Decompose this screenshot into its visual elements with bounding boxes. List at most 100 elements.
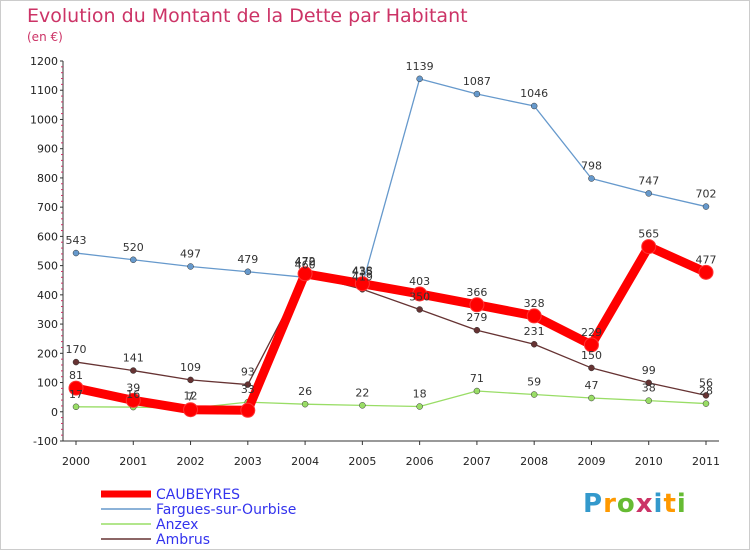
- data-label: 39: [126, 381, 140, 394]
- data-label: 435: [352, 266, 373, 279]
- data-point: [244, 381, 252, 388]
- data-point: [187, 263, 194, 270]
- data-point: [125, 392, 141, 408]
- logo-letter: P: [583, 489, 604, 519]
- data-label: 279: [466, 311, 487, 324]
- data-label: 150: [581, 349, 602, 362]
- data-point: [530, 102, 538, 110]
- data-point: [412, 286, 428, 302]
- data-label: 470: [295, 255, 316, 268]
- data-label: 702: [696, 188, 717, 201]
- data-point: [416, 403, 423, 410]
- x-tick-label: 2002: [177, 455, 205, 468]
- data-label: 497: [180, 247, 201, 260]
- data-point: [473, 387, 481, 395]
- data-point: [183, 402, 199, 418]
- data-point: [588, 394, 595, 402]
- series-line-caubeyres: [71, 242, 711, 415]
- data-label: 59: [527, 376, 541, 389]
- data-point: [72, 249, 80, 257]
- chart-title: Evolution du Montant de la Dette par Hab…: [27, 5, 468, 27]
- y-tick-label: 300: [37, 318, 58, 331]
- data-label: 479: [237, 253, 258, 266]
- data-label: 520: [123, 241, 144, 254]
- data-label: 56: [699, 376, 713, 389]
- y-tick-label: 800: [37, 172, 58, 185]
- data-point: [130, 367, 137, 374]
- data-label: 1139: [406, 60, 434, 73]
- data-label: 47: [584, 379, 598, 392]
- data-label: 170: [66, 343, 87, 356]
- data-label: 81: [69, 369, 83, 382]
- data-point: [72, 358, 80, 366]
- data-label: 798: [581, 160, 602, 173]
- data-label: 99: [642, 364, 656, 377]
- data-label: 26: [298, 385, 312, 398]
- data-label: 22: [355, 386, 369, 399]
- data-point: [645, 397, 652, 404]
- data-point: [473, 90, 481, 98]
- data-label: 16: [126, 388, 140, 401]
- data-label: 231: [524, 325, 545, 338]
- x-tick-label: 2000: [62, 455, 90, 468]
- x-tick-label: 2010: [635, 455, 663, 468]
- data-point: [469, 297, 485, 313]
- y-tick-label: 1200: [30, 55, 58, 68]
- data-point: [244, 268, 252, 276]
- data-point: [645, 379, 652, 387]
- data-point: [130, 256, 137, 264]
- data-label: 17: [69, 388, 83, 401]
- data-point: [530, 340, 538, 348]
- series-line-fargues-sur-ourbise: [75, 78, 707, 286]
- x-tick-label: 2009: [577, 455, 605, 468]
- data-label: 747: [638, 174, 659, 187]
- y-tick-label: 1100: [30, 84, 58, 97]
- data-point: [641, 239, 657, 255]
- y-tick-label: 900: [37, 143, 58, 156]
- proxiti-logo: Proxiti: [583, 489, 687, 519]
- data-point: [702, 400, 710, 407]
- data-point: [187, 376, 194, 384]
- data-point: [588, 175, 595, 182]
- data-point: [583, 337, 599, 353]
- x-tick-label: 2011: [692, 455, 720, 468]
- data-point: [416, 75, 423, 83]
- data-label: 477: [696, 253, 717, 266]
- y-tick-label: 400: [37, 289, 58, 302]
- data-label: 229: [581, 326, 602, 339]
- data-label: 71: [470, 372, 484, 385]
- data-label: 438: [352, 265, 373, 278]
- x-tick-label: 2007: [463, 455, 491, 468]
- y-tick-label: 1000: [30, 113, 58, 126]
- data-point: [645, 190, 652, 197]
- data-point: [530, 391, 538, 398]
- data-label: 543: [66, 234, 87, 247]
- data-label: 565: [638, 228, 659, 241]
- y-tick-label: 100: [37, 377, 58, 390]
- data-point: [354, 276, 370, 292]
- data-point: [301, 400, 309, 408]
- x-tick-label: 2006: [406, 455, 434, 468]
- legend-label: Ambrus: [156, 532, 210, 548]
- logo-letter: i: [676, 489, 687, 519]
- data-label: 366: [466, 286, 487, 299]
- x-tick-label: 2008: [520, 455, 548, 468]
- chart-subtitle: (en €): [27, 30, 63, 44]
- data-label: 38: [642, 382, 656, 395]
- x-tick-label: 2003: [234, 455, 262, 468]
- data-point: [72, 403, 80, 411]
- data-point: [702, 203, 710, 210]
- y-tick-label: -100: [33, 435, 58, 448]
- y-tick-label: 0: [51, 406, 58, 419]
- logo-letter: x: [635, 489, 654, 519]
- data-label: 18: [413, 388, 427, 401]
- logo-letter: r: [603, 489, 617, 519]
- logo-letter: t: [663, 489, 677, 519]
- logo-letter: i: [653, 489, 664, 519]
- data-label: 328: [524, 297, 545, 310]
- data-label: 350: [409, 290, 430, 303]
- data-label: 472: [295, 255, 316, 268]
- data-point: [359, 402, 366, 409]
